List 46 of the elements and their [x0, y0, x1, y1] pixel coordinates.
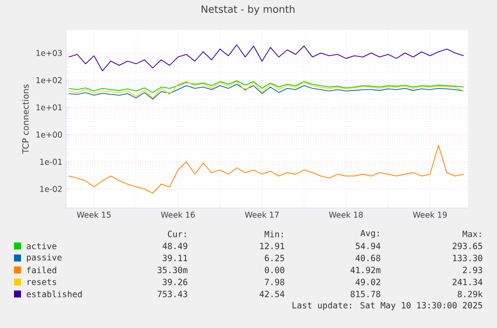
text: 6.25 [264, 254, 284, 262]
text: 40.68 [356, 254, 380, 262]
text: 8.29k [458, 290, 483, 298]
text: Max: [462, 230, 481, 238]
text: Avg: [360, 230, 379, 238]
y-tick-label: 1e-01 [40, 158, 62, 165]
text: Min: [264, 230, 283, 238]
chart-title: Netstat - by month [202, 5, 294, 15]
x-tick-label: Week 18 [328, 212, 363, 218]
y-axis-title: TCP connections [22, 84, 29, 154]
text: 49.02 [356, 278, 380, 286]
x-tick-label: Week 15 [76, 212, 111, 218]
text: 133.30 [453, 254, 482, 262]
text: 0.00 [264, 266, 284, 274]
x-tick-label: Week 19 [412, 212, 447, 218]
line-series [68, 80, 464, 93]
x-tick-label: Week 17 [244, 212, 279, 218]
line-series [68, 44, 464, 72]
line-series [68, 145, 464, 194]
y-tick-label: 1e-02 [40, 186, 62, 192]
text: 39.26 [162, 278, 188, 286]
text: 753.43 [158, 290, 188, 298]
text: 7.98 [264, 278, 284, 286]
text: 39.11 [162, 254, 188, 262]
y-tick-label: 1e+02 [36, 77, 62, 84]
text: Cur: [168, 230, 186, 238]
y-tick-label: 1e+03 [36, 50, 62, 56]
text: 48.49 [162, 242, 188, 250]
text: 42.54 [260, 290, 284, 298]
legend-label: established [26, 290, 82, 298]
legend-label: failed [27, 266, 56, 274]
legend-label: active [26, 242, 56, 250]
legend-label: passive [26, 254, 62, 262]
x-tick-label: Week 16 [160, 212, 195, 218]
text: 241.34 [452, 278, 482, 286]
text: 2.93 [462, 266, 482, 274]
text: 41.92m [350, 266, 380, 274]
text: 293.65 [452, 242, 482, 250]
text: 35.30m [158, 266, 188, 274]
legend-label: resets [28, 278, 56, 286]
y-tick-label: 1e+01 [36, 104, 62, 110]
y-tick-label: 1e+00 [36, 132, 62, 138]
text: 12.91 [260, 242, 284, 250]
text: 54.94 [356, 242, 380, 250]
text: 815.78 [350, 290, 380, 298]
text: Last update: Sat May 10 13:30:00 2025 [292, 302, 482, 310]
